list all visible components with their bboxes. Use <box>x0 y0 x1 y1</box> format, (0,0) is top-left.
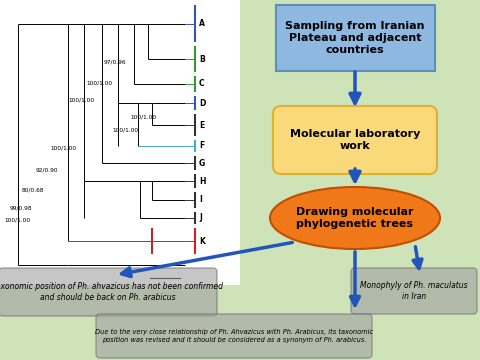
Text: A: A <box>199 19 205 28</box>
Text: 99/0.98: 99/0.98 <box>10 206 33 211</box>
FancyBboxPatch shape <box>0 0 240 285</box>
Text: Molecular laboratory
work: Molecular laboratory work <box>290 129 420 151</box>
Text: 100/1.00: 100/1.00 <box>4 217 30 222</box>
Text: Taxonomic position of Ph. ahvazicus has not been confirmed
and should be back on: Taxonomic position of Ph. ahvazicus has … <box>0 282 224 302</box>
FancyBboxPatch shape <box>273 106 437 174</box>
Text: Monophyly of Ph. maculatus
in Iran: Monophyly of Ph. maculatus in Iran <box>360 281 468 301</box>
Text: Due to the very close relationship of Ph. Ahvazicus with Ph. Arabicus, its taxon: Due to the very close relationship of Ph… <box>95 329 373 343</box>
Ellipse shape <box>270 187 440 249</box>
Text: G: G <box>199 158 205 167</box>
Text: C: C <box>199 80 204 89</box>
Text: K: K <box>199 237 205 246</box>
Text: 100/1.00: 100/1.00 <box>50 145 76 150</box>
FancyBboxPatch shape <box>0 268 217 316</box>
Text: I: I <box>199 195 202 204</box>
Text: E: E <box>199 121 204 130</box>
Text: 97/0.96: 97/0.96 <box>104 59 127 64</box>
Text: 100/1.00: 100/1.00 <box>112 127 138 132</box>
FancyBboxPatch shape <box>276 5 434 71</box>
Text: 100/1.00: 100/1.00 <box>86 81 112 85</box>
Text: B: B <box>199 54 205 63</box>
Text: 100/1.00: 100/1.00 <box>130 114 156 120</box>
Text: Drawing molecular
phylogenetic trees: Drawing molecular phylogenetic trees <box>296 207 414 229</box>
FancyBboxPatch shape <box>96 314 372 358</box>
Text: 100/1.00: 100/1.00 <box>68 98 94 103</box>
FancyBboxPatch shape <box>351 268 477 314</box>
Text: 92/0.90: 92/0.90 <box>36 167 59 172</box>
Text: 80/0.68: 80/0.68 <box>22 188 45 193</box>
Text: H: H <box>199 176 205 185</box>
Text: D: D <box>199 99 205 108</box>
Text: J: J <box>199 213 202 222</box>
Text: F: F <box>199 141 204 150</box>
Text: Sampling from Iranian
Plateau and adjacent
countries: Sampling from Iranian Plateau and adjace… <box>285 21 425 55</box>
